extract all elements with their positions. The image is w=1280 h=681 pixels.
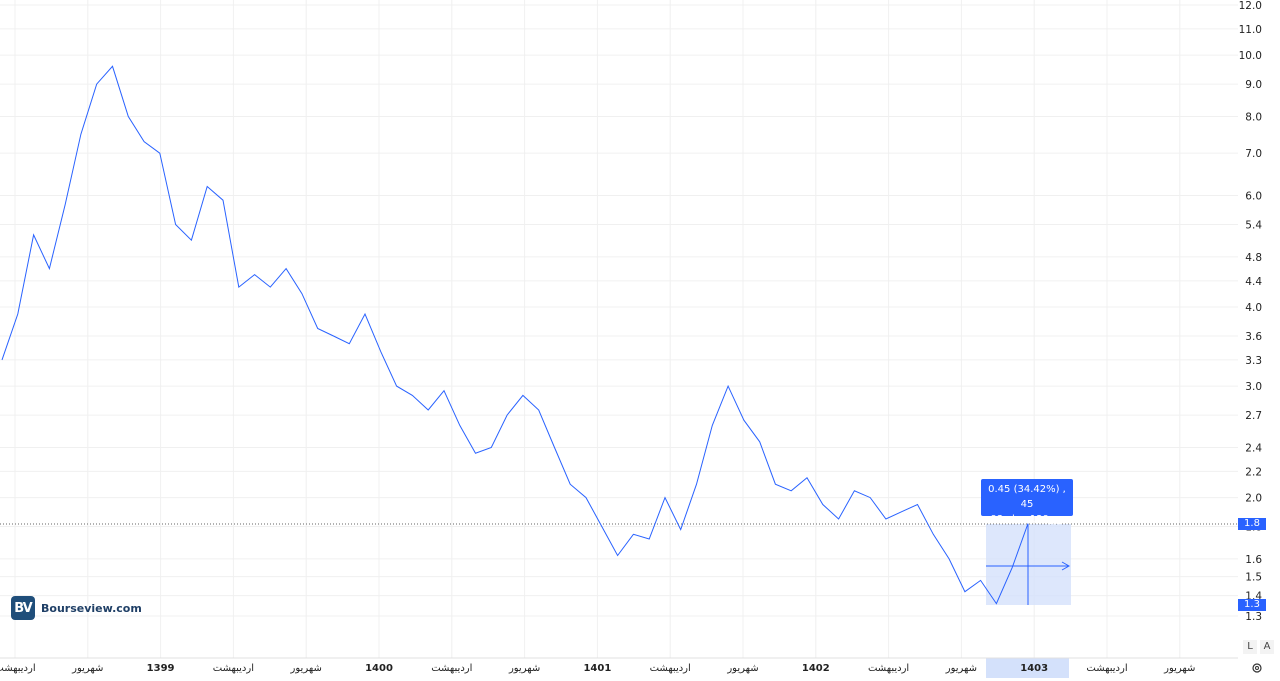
y-tick-label: 4.8 — [1245, 252, 1262, 264]
measure-tooltip: 0.45 (34.42%) , 45 روز129 ,میله 93 — [981, 479, 1073, 525]
crosshair-price-tag: 1.8 — [1238, 518, 1266, 530]
x-tick-month-label: شهریور — [1163, 663, 1195, 674]
watermark-text: Bourseview.com — [41, 601, 142, 615]
y-tick-label: 1.5 — [1245, 572, 1262, 584]
y-tick-label: 4.4 — [1245, 276, 1262, 288]
x-tick-month-label: اردیبهشت — [650, 663, 691, 674]
y-tick-label: 2.4 — [1245, 442, 1262, 454]
x-tick-year-label: 1403 — [1020, 663, 1048, 674]
y-tick-label: 3.3 — [1245, 355, 1262, 367]
bourseview-logo: BV — [11, 596, 35, 620]
measure-line1: 0.45 (34.42%) , 45 — [988, 484, 1066, 510]
y-tick-label: 4.0 — [1245, 302, 1262, 314]
y-tick-label: 12.0 — [1239, 0, 1262, 12]
x-tick-month-label: اردیبهشت — [868, 663, 909, 674]
y-tick-label: 6.0 — [1245, 191, 1262, 203]
y-tick-label: 7.0 — [1245, 148, 1262, 160]
y-tick-label: 9.0 — [1245, 79, 1262, 91]
x-tick-month-label: اردیبهشت — [431, 663, 472, 674]
y-tick-label: 3.6 — [1245, 331, 1262, 343]
y-tick-label: 10.0 — [1239, 50, 1262, 62]
y-tick-label: 1.6 — [1245, 554, 1262, 566]
y-tick-label: 5.4 — [1245, 220, 1262, 232]
y-axis: 12.0 11.0 10.0 9.0 8.0 7.0 6.0 5.4 4.8 4.4 4.0 3.6 3… — [1239, 0, 1263, 623]
x-tick-year-label: 1400 — [365, 663, 393, 674]
y-tick-label: 2.7 — [1245, 410, 1262, 422]
x-tick-month-label: اردیبهشت — [1086, 663, 1127, 674]
y-tick-label: 3.0 — [1245, 381, 1262, 393]
xaxis-highlight — [986, 658, 1069, 678]
y-tick-label: 1.3 — [1245, 611, 1262, 623]
y-tick-label: 2.0 — [1245, 493, 1262, 505]
log-scale-button[interactable]: L — [1243, 640, 1257, 654]
x-tick-month-label: اردیبهشت — [0, 663, 36, 674]
auto-scale-button[interactable]: A — [1260, 640, 1274, 654]
x-tick-month-label: شهریور — [945, 663, 977, 674]
y-tick-label: 8.0 — [1245, 111, 1262, 123]
measure-arrow-right-icon — [1061, 561, 1071, 571]
y-tick-label: 11.0 — [1239, 24, 1262, 36]
watermark: BV Bourseview.com — [11, 596, 142, 620]
measure-line2: روز129 ,میله 93 — [990, 514, 1064, 525]
x-tick-month-label: اردیبهشت — [213, 663, 254, 674]
y-tick-label: 2.2 — [1245, 466, 1262, 478]
x-tick-year-label: 1401 — [583, 663, 611, 674]
x-tick-month-label: شهریور — [508, 663, 540, 674]
settings-gear-icon[interactable] — [1251, 662, 1263, 674]
x-tick-month-label: شهریور — [726, 663, 758, 674]
x-tick-month-label: شهریور — [71, 663, 103, 674]
x-tick-year-label: 1402 — [802, 663, 830, 674]
measure-low-tag: 1.3 — [1238, 599, 1266, 611]
x-tick-month-label: شهریور — [290, 663, 322, 674]
price-line — [1, 65, 1029, 605]
x-tick-year-label: 1399 — [147, 663, 175, 674]
x-axis: اردیبهشت شهریور 1399 اردیبهشت شهریور 1400 اردی… — [0, 663, 1195, 674]
